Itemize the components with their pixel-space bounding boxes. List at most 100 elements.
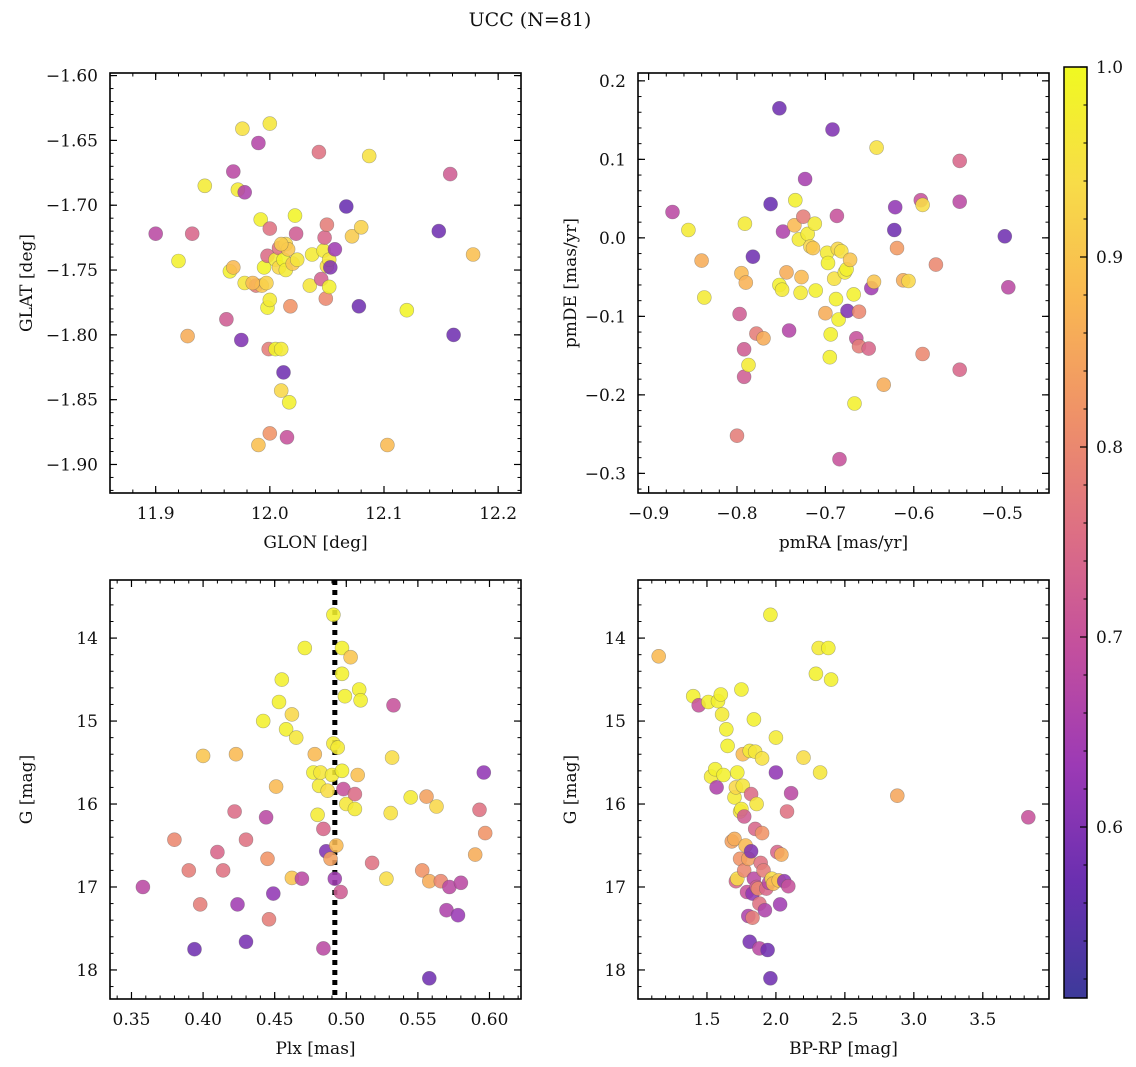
data-point: [952, 194, 968, 209]
data-point: [238, 934, 254, 950]
x-tick-label: 12.1: [365, 504, 403, 524]
data-point: [226, 164, 241, 179]
x-tick-label: 0.50: [327, 1010, 365, 1030]
y-tick-label: −1.90: [46, 455, 98, 475]
data-point: [255, 713, 271, 729]
panel-bprp-g: 1.5 2.0 2.5 3.0 3.5 14 15 16 17 18 BP-RP [mag] G [m…: [561, 579, 1050, 1059]
data-point: [709, 780, 724, 795]
y-tick-label: −1.65: [46, 131, 98, 151]
data-point: [729, 428, 745, 444]
data-point: [431, 223, 447, 239]
x-tick-label: 2.0: [762, 1010, 789, 1030]
x-tick-label: 0.35: [113, 1010, 151, 1030]
data-point: [727, 831, 742, 847]
data-point: [826, 271, 842, 287]
data-point: [284, 707, 300, 722]
data-point: [278, 721, 294, 737]
y-tick-label: 14: [76, 629, 98, 649]
y-tick-label: −1.85: [46, 391, 98, 411]
data-point: [768, 730, 784, 745]
data-point: [235, 121, 250, 136]
data-point: [320, 783, 336, 799]
data-point: [273, 383, 289, 398]
data-point: [258, 809, 274, 825]
y-axis-label: G [mag]: [561, 755, 581, 824]
data-point: [322, 260, 338, 275]
colorbar-tick-label: 0.6: [1096, 818, 1123, 838]
data-point: [820, 255, 836, 271]
data-point: [251, 437, 266, 453]
data-point: [271, 694, 287, 710]
data-point: [262, 116, 278, 131]
data-point: [476, 765, 492, 780]
data-point: [268, 779, 284, 794]
data-point: [344, 229, 360, 244]
data-point: [316, 941, 331, 956]
data-point: [384, 750, 400, 765]
y-tick-label: 15: [604, 712, 626, 732]
data-point: [343, 649, 358, 665]
data-point: [952, 153, 968, 169]
data-point: [321, 279, 337, 295]
colorbar-tick-label: 0.9: [1096, 248, 1123, 268]
data-point: [775, 224, 791, 239]
data-point: [297, 640, 313, 656]
data-point: [288, 730, 304, 745]
y-tick-label: −1.70: [46, 196, 98, 216]
data-point: [287, 208, 303, 223]
data-point: [887, 199, 903, 215]
data-point: [450, 907, 466, 923]
data-point: [696, 290, 712, 305]
data-point: [736, 809, 752, 824]
data-point: [823, 672, 839, 687]
data-point: [472, 802, 487, 818]
data-point: [361, 148, 377, 164]
data-point: [763, 607, 778, 623]
data-point: [414, 863, 430, 878]
colorbar-tick-label: 0.8: [1096, 438, 1123, 458]
plot-frame: [637, 579, 1050, 1000]
data-point: [793, 285, 808, 301]
x-tick-label: −0.6: [893, 504, 934, 524]
data-point: [756, 330, 771, 346]
y-tick-label: −0.3: [585, 464, 626, 484]
data-point: [754, 751, 770, 766]
data-point: [294, 871, 310, 887]
data-point: [738, 275, 754, 290]
data-point: [228, 746, 244, 762]
data-point: [307, 746, 323, 762]
data-point: [861, 341, 877, 356]
data-point: [763, 970, 778, 986]
data-point: [718, 721, 734, 737]
data-point: [262, 292, 278, 308]
x-tick-label: 12.0: [251, 504, 289, 524]
panel-glon-glat: 11.9 12.0 12.1 12.2 −1.60 −1.65 −1.70 −1.75 −1.8…: [17, 67, 522, 553]
data-point: [833, 243, 849, 259]
data-point: [180, 328, 195, 344]
data-point: [745, 910, 760, 926]
colorbar: 0.6 0.7 0.8 0.9 1.0: [1063, 58, 1123, 999]
x-tick-label: 0.45: [256, 1010, 294, 1030]
data-point: [380, 437, 395, 453]
x-tick-label: 3.0: [900, 1010, 927, 1030]
data-point: [238, 832, 254, 848]
data-point: [215, 863, 231, 878]
data-point: [779, 804, 795, 819]
data-point: [477, 825, 493, 841]
data-point: [351, 298, 367, 314]
data-point: [797, 171, 813, 187]
data-point: [734, 682, 749, 697]
data-point: [787, 192, 803, 208]
data-point: [260, 851, 275, 867]
x-axis-label: pmRA [mas/yr]: [779, 533, 908, 553]
data-point: [334, 640, 350, 656]
data-point: [347, 786, 363, 802]
y-tick-label: 0.0: [599, 229, 626, 249]
data-point: [825, 122, 840, 137]
data-point: [399, 302, 415, 318]
data-point: [807, 216, 823, 231]
x-tick-label: 3.5: [969, 1010, 996, 1030]
data-point: [665, 204, 680, 220]
data-point: [757, 902, 773, 918]
